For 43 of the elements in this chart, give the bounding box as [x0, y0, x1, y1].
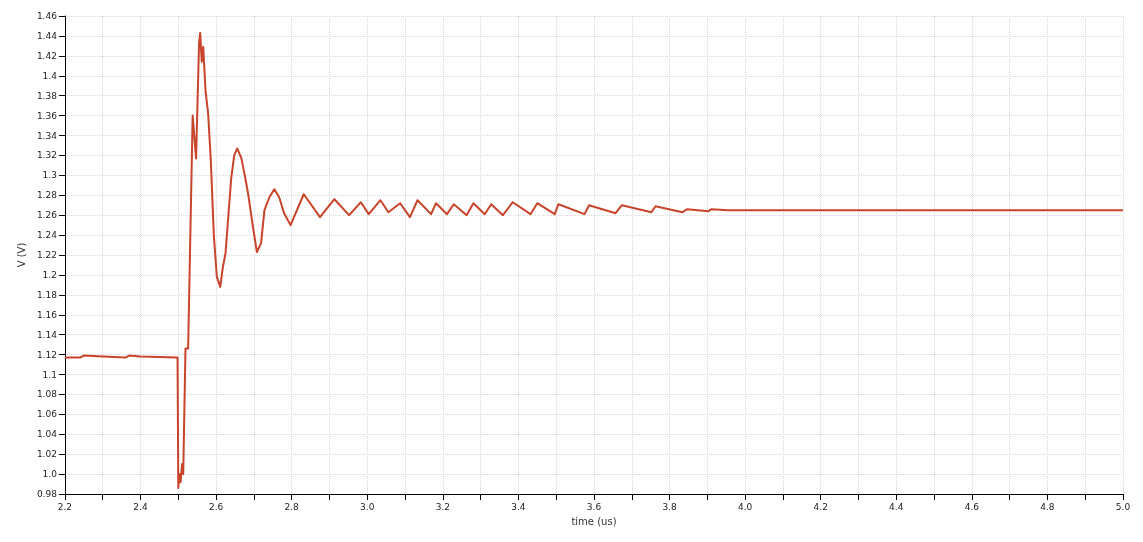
- x-tick-label: 4.0: [737, 501, 753, 512]
- y-tick-label: 1.36: [36, 110, 58, 121]
- y-tick-label: 1.28: [36, 190, 58, 201]
- y-tick-label: 1.42: [36, 50, 57, 61]
- y-tick-label: 1.2: [42, 269, 57, 280]
- y-tick-label: 1.04: [36, 429, 58, 440]
- y-tick-label: 1.02: [36, 449, 57, 460]
- x-tick-label: 4.2: [813, 501, 828, 512]
- y-tick-label: 1.46: [36, 11, 58, 21]
- y-tick-label: 1.14: [36, 329, 58, 340]
- y-tick-label: 1.12: [36, 349, 57, 360]
- x-tick-label: 3.2: [435, 501, 450, 512]
- y-tick-label: 1.06: [36, 409, 58, 420]
- x-tick-label: 3.6: [586, 501, 602, 512]
- y-axis-title: V (V): [15, 242, 27, 268]
- y-tick-label: 1.4: [42, 70, 58, 81]
- y-tick-label: 1.34: [36, 130, 58, 141]
- x-tick-label: 3.8: [662, 501, 677, 512]
- x-tick-label: 3.0: [360, 501, 375, 512]
- y-tick-label: 1.32: [36, 150, 57, 161]
- y-tick-label: 1.16: [36, 309, 58, 320]
- x-tick-label: 2.6: [208, 501, 224, 512]
- x-tick-label: 4.4: [889, 501, 904, 512]
- y-tick-label: 1.3: [42, 170, 57, 181]
- y-tick-label: 0.98: [36, 489, 58, 499]
- x-tick-label: 4.6: [964, 501, 980, 512]
- y-tick-label: 1.22: [36, 250, 57, 260]
- y-tick-label: 1.0: [42, 469, 58, 480]
- x-tick-label: 3.4: [511, 501, 526, 512]
- x-tick-label: 2.4: [133, 501, 148, 512]
- y-tick-label: 1.08: [36, 389, 58, 400]
- x-axis-title: time (us): [571, 515, 617, 527]
- y-tick-label: 1.44: [36, 30, 58, 41]
- x-tick-label: 5.0: [1115, 501, 1131, 512]
- x-tick-label: 2.8: [284, 501, 300, 512]
- y-tick-label: 1.26: [36, 210, 58, 221]
- x-tick-label: 4.8: [1040, 501, 1055, 512]
- line-series: [63, 31, 1124, 490]
- y-tick-label: 1.1: [42, 369, 57, 380]
- x-tick-label: 2.2: [57, 501, 73, 512]
- y-tick-label: 1.38: [36, 90, 58, 101]
- y-tick-label: 1.18: [36, 289, 58, 300]
- y-tick-label: 1.24: [36, 230, 58, 241]
